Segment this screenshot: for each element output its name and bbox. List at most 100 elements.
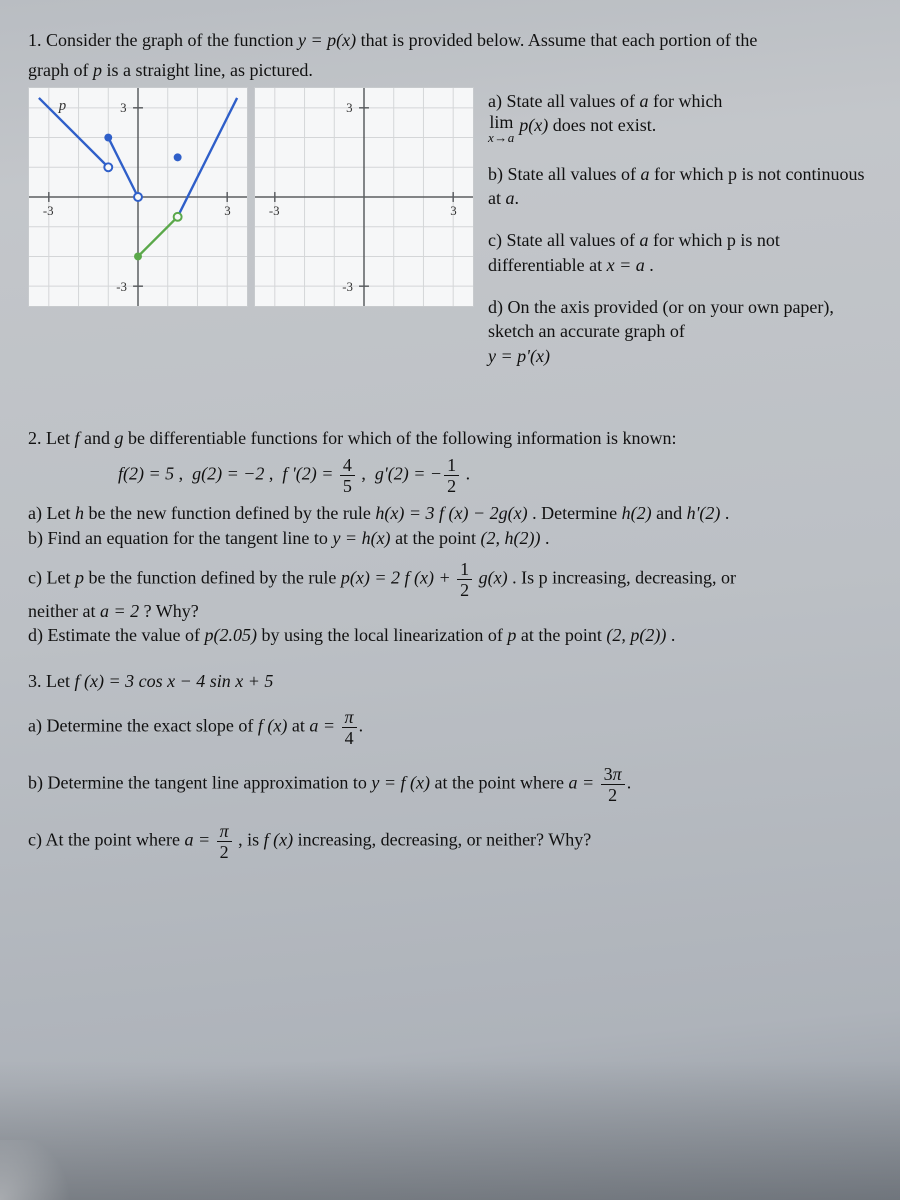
q1a-post: does not exist. <box>548 115 656 135</box>
q1c-3: . <box>645 255 654 275</box>
q3a-fx: f (x) <box>258 715 287 735</box>
svg-text:-3: -3 <box>43 203 54 217</box>
q3b-2: at the point where <box>430 772 568 792</box>
q2b: b) Find an equation for the tangent line… <box>28 526 872 550</box>
q1d: d) On the axis provided (or on your own … <box>488 295 872 368</box>
q1b-3: . <box>515 188 520 208</box>
q1-p: p <box>93 60 102 80</box>
q2a-5: . <box>720 503 729 523</box>
q2b-3: . <box>541 528 550 548</box>
q1-intro-c: graph of <box>28 60 93 80</box>
q1-intro: 1. Consider the graph of the function y … <box>28 28 872 52</box>
q2-values: f(2) = 5 , g(2) = −2 , f '(2) = 45 , g'(… <box>118 456 872 495</box>
q2-intro: 2. Let f and g be differentiable functio… <box>28 426 872 450</box>
q2a-4: and <box>652 503 687 523</box>
q1-intro-a: 1. Consider the graph of the function <box>28 30 298 50</box>
q2b-2: at the point <box>391 528 481 548</box>
q2-i3: be differentiable functions for which of… <box>124 428 677 448</box>
q2-i1: 2. Let <box>28 428 75 448</box>
q3a-1: a) Determine the exact slope of <box>28 715 258 735</box>
q3c-3: increasing, decreasing, or neither? Why? <box>293 829 591 849</box>
q3-intro: 3. Let f (x) = 3 cos x − 4 sin x + 5 <box>28 669 872 693</box>
q3c-2t: , is <box>234 829 264 849</box>
q1-y-eq: y = p(x) <box>298 30 356 50</box>
q3c-eqpre: a = <box>184 829 214 849</box>
q3a-frac: π4 <box>342 708 357 747</box>
q1d-1: d) On the axis provided (or on your own … <box>488 297 834 341</box>
q2-2: 2 <box>444 476 459 495</box>
q2a-h2: h(2) <box>622 503 652 523</box>
q2c-frac: 12 <box>457 560 472 599</box>
q1a: a) State all values of a for which lim x… <box>488 89 872 144</box>
q1d-eq: y = p'(x) <box>488 346 550 366</box>
q1-intro-line2: graph of p is a straight line, as pictur… <box>28 58 872 82</box>
q3a-2: at <box>287 715 309 735</box>
q1-intro-b: that is provided below. Assume that each… <box>356 30 757 50</box>
q1-subparts: a) State all values of a for which lim x… <box>488 87 872 386</box>
q3a: a) Determine the exact slope of f (x) at… <box>28 708 872 747</box>
q2c-eqpost: g(x) <box>474 567 507 587</box>
q3b-eq2pre: a = <box>569 772 599 792</box>
q3: 3. Let f (x) = 3 cos x − 4 sin x + 5 a) … <box>28 669 872 860</box>
q3c: c) At the point where a = π2 , is f (x) … <box>28 822 872 861</box>
q2-g: g <box>115 428 124 448</box>
q2a-3: . Determine <box>528 503 622 523</box>
q2b-1: b) Find an equation for the tangent line… <box>28 528 332 548</box>
q1a-px: p(x) <box>519 115 548 135</box>
q3b-2d: 2 <box>601 785 625 804</box>
q2-4: 4 <box>340 456 355 476</box>
q1c-eq: x = a <box>607 255 645 275</box>
q2-v2: g(2) = −2 <box>192 464 264 484</box>
q2d: d) Estimate the value of p(2.05) by usin… <box>28 623 872 647</box>
q2d-4: . <box>666 625 675 645</box>
q2c-l2-eq: a = 2 <box>100 601 139 621</box>
q3a-pi: π <box>342 708 357 728</box>
q2a-eq: h(x) = 3 f (x) − 2g(x) <box>375 503 527 523</box>
graph-left: -3 3 3 -3 p <box>28 87 248 307</box>
svg-text:-3: -3 <box>116 280 127 294</box>
graph-pair: -3 3 3 -3 p <box>28 87 474 307</box>
q2a-hp2: h'(2) <box>687 503 721 523</box>
q2a-h: h <box>75 503 84 523</box>
q2c-1: c) Let <box>28 567 75 587</box>
q1a-2: for which <box>648 91 722 111</box>
q2c-3: . Is p increasing, decreasing, or <box>508 567 736 587</box>
q3b-eq: y = f (x) <box>371 772 430 792</box>
q2c-eqpre: p(x) = 2 f (x) + <box>341 567 455 587</box>
q2d-1: d) Estimate the value of <box>28 625 204 645</box>
q3c-pi: π <box>217 822 232 842</box>
q3a-eqpre: a = <box>309 715 339 735</box>
q2d-pt: (2, p(2)) <box>606 625 666 645</box>
q2-v4: g'(2) = − <box>375 464 442 484</box>
svg-text:3: 3 <box>450 203 456 217</box>
q2c: c) Let p be the function defined by the … <box>28 560 872 599</box>
q2-1: 1 <box>444 456 459 476</box>
q3-feq: f (x) = 3 cos x − 4 sin x + 5 <box>75 671 274 691</box>
q2c-l2-1: neither at <box>28 601 100 621</box>
q3b-pi: π <box>613 764 622 784</box>
svg-text:3: 3 <box>120 100 126 114</box>
q2: 2. Let f and g be differentiable functio… <box>28 426 872 647</box>
q2a-2: be the new function defined by the rule <box>84 503 375 523</box>
q3c-frac: π2 <box>217 822 232 861</box>
q3b-1: b) Determine the tangent line approximat… <box>28 772 371 792</box>
q2b-pt: (2, h(2)) <box>481 528 541 548</box>
svg-text:3: 3 <box>346 100 352 114</box>
q2c-p: p <box>75 567 84 587</box>
q1a-sub: x→a <box>488 131 515 144</box>
q2c-2d: 2 <box>457 580 472 599</box>
q1a-lim: lim <box>488 113 515 131</box>
q2-5: 5 <box>340 476 355 495</box>
q2d-3: at the point <box>516 625 606 645</box>
q3b-frac: 3π2 <box>601 765 625 804</box>
q3c-2: 2 <box>217 842 232 861</box>
q1b-1: b) State all values of <box>488 164 640 184</box>
q2c-line2: neither at a = 2 ? Why? <box>28 599 872 623</box>
q3c-1: c) At the point where <box>28 829 184 849</box>
q2c-2: be the function defined by the rule <box>84 567 341 587</box>
svg-text:3: 3 <box>224 203 230 217</box>
q2-i2: and <box>80 428 115 448</box>
q2-frac1: 45 <box>340 456 355 495</box>
q2a-1: a) Let <box>28 503 75 523</box>
q2c-1n: 1 <box>457 560 472 580</box>
